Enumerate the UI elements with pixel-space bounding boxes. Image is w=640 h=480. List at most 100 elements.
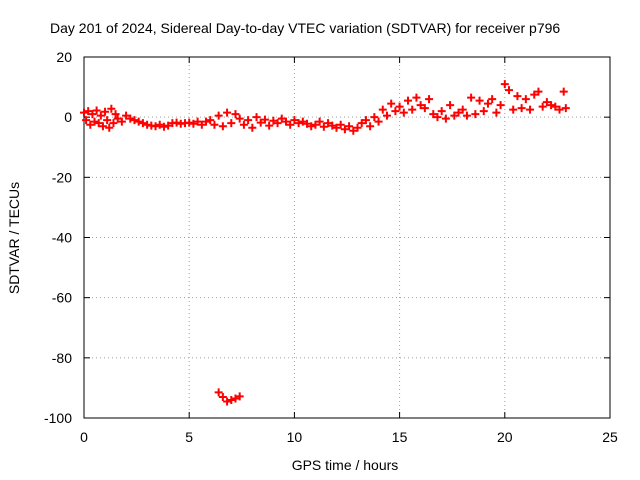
data-point	[429, 110, 438, 119]
data-point	[534, 87, 543, 96]
data-point	[542, 98, 551, 107]
data-point	[521, 95, 530, 104]
data-point	[488, 95, 497, 104]
data-point	[467, 93, 476, 102]
data-point	[420, 104, 429, 113]
x-axis-label: GPS time / hours	[292, 457, 399, 473]
data-point	[111, 110, 120, 119]
data-point	[82, 116, 91, 125]
data-point	[151, 122, 160, 131]
data-point	[496, 101, 505, 110]
data-point	[391, 107, 400, 116]
data-point	[538, 102, 547, 111]
data-point	[159, 122, 168, 131]
data-point	[500, 80, 509, 89]
data-point	[408, 105, 417, 114]
data-point	[311, 120, 320, 129]
data-point	[98, 122, 107, 131]
x-tick-label: 10	[287, 429, 303, 445]
data-point	[231, 110, 240, 119]
data-point	[103, 116, 112, 125]
data-point	[555, 105, 564, 114]
data-point	[122, 111, 131, 120]
data-point	[223, 397, 232, 406]
data-point	[441, 114, 450, 123]
data-point	[227, 395, 236, 404]
data-point	[202, 117, 211, 126]
data-point	[189, 119, 198, 128]
data-point	[260, 115, 269, 124]
data-point	[357, 119, 366, 128]
data-point	[328, 121, 337, 130]
data-series	[80, 80, 570, 406]
data-point	[416, 101, 425, 110]
data-point	[101, 107, 110, 116]
data-point	[92, 106, 101, 115]
data-point	[277, 114, 286, 123]
x-tick-label: 5	[185, 429, 193, 445]
data-point	[235, 392, 244, 401]
data-point	[454, 108, 463, 117]
data-point	[526, 105, 535, 114]
y-tick-label: -40	[52, 230, 72, 246]
data-point	[412, 93, 421, 102]
data-point	[458, 105, 467, 114]
data-point	[315, 117, 324, 126]
data-point	[559, 87, 568, 96]
y-tick-label: 0	[64, 109, 72, 125]
data-point	[425, 95, 434, 104]
data-point	[218, 122, 227, 131]
data-point	[336, 120, 345, 129]
data-point	[530, 90, 539, 99]
data-point	[164, 121, 173, 130]
data-point	[117, 117, 126, 126]
data-point	[361, 116, 370, 125]
data-point	[290, 116, 299, 125]
data-point	[387, 99, 396, 108]
data-point	[185, 118, 194, 127]
data-point	[404, 96, 413, 105]
data-point	[492, 108, 501, 117]
data-point	[353, 123, 362, 132]
data-point	[281, 117, 290, 126]
data-point	[382, 111, 391, 120]
plot-frame	[83, 56, 611, 419]
data-point	[366, 122, 375, 131]
data-point	[214, 388, 223, 397]
data-point	[349, 126, 358, 135]
data-point	[218, 392, 227, 401]
data-point	[248, 123, 257, 132]
data-point	[265, 121, 274, 130]
data-point	[155, 120, 164, 129]
data-point	[551, 102, 560, 111]
data-point	[547, 101, 556, 110]
data-point	[113, 114, 122, 123]
data-point	[286, 120, 295, 129]
data-point	[84, 107, 93, 116]
data-point	[256, 118, 265, 127]
data-point	[450, 111, 459, 120]
y-tick-label: -80	[52, 350, 72, 366]
data-point	[505, 86, 514, 95]
data-point	[513, 92, 522, 101]
data-point	[446, 101, 455, 110]
data-point	[324, 119, 333, 128]
y-tick-label: -100	[44, 410, 72, 426]
y-tick-label: -20	[52, 169, 72, 185]
data-point	[126, 114, 135, 123]
data-point	[109, 119, 118, 128]
data-point	[252, 113, 261, 122]
data-point	[80, 108, 88, 117]
data-point	[193, 117, 202, 126]
data-point	[345, 122, 354, 131]
x-axis: 0 5 10 15 20 25	[80, 57, 618, 445]
x-tick-label: 15	[392, 429, 408, 445]
data-point	[134, 117, 143, 126]
data-point	[94, 119, 103, 128]
data-point	[433, 113, 442, 122]
y-axis-label: SDTVAR / TECUs	[6, 182, 22, 294]
data-point	[88, 110, 97, 119]
data-point	[138, 119, 147, 128]
data-point	[231, 394, 240, 403]
x-tick-label: 0	[80, 429, 88, 445]
